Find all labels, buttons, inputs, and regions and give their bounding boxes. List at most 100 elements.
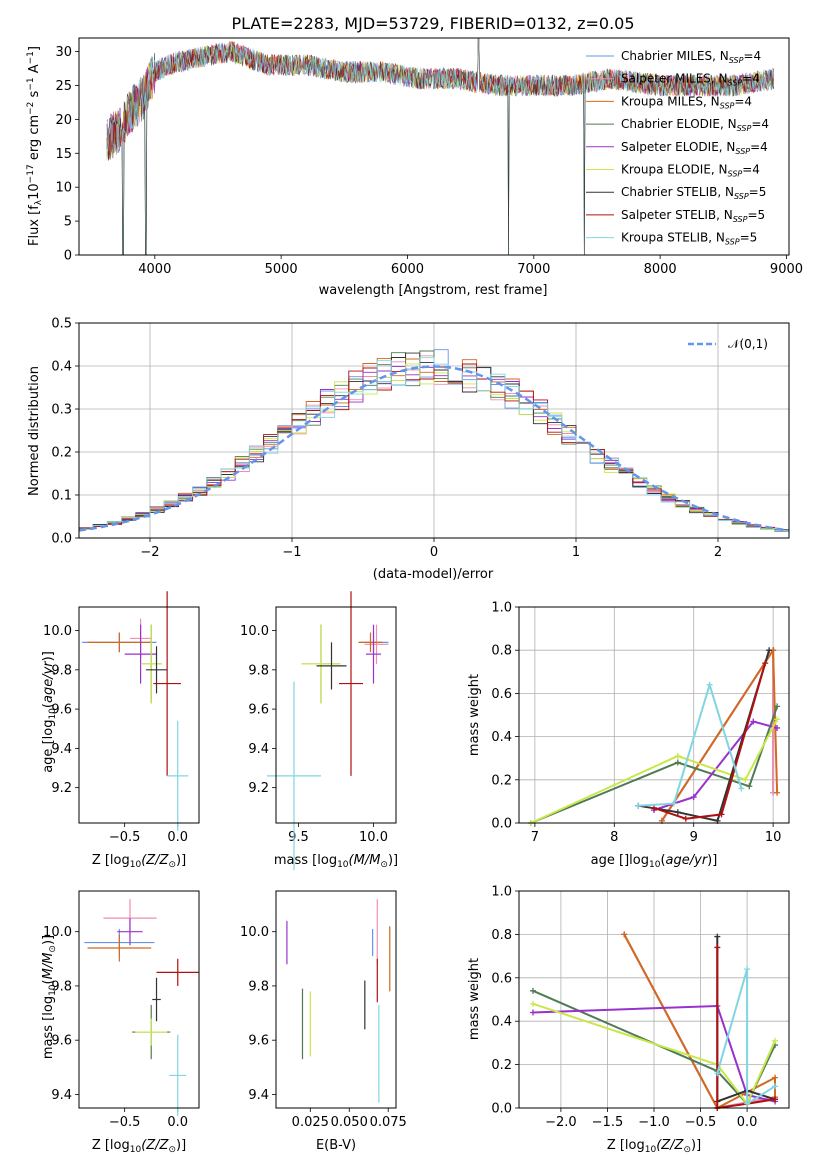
age-vs-z-ytick-label-0: 9.2 <box>51 781 72 796</box>
legend-label-0: Chabrier MILES, NSSP=4 <box>621 49 761 65</box>
residuals-xtick-label-4: 2 <box>714 545 722 560</box>
residuals-ytick-label-2: 0.2 <box>51 446 72 461</box>
weight-vs-z-panel: −2.0 −1.5 −1.0 −0.5 0.0 0.0 0.2 0.4 0.6 0.8 1.0 Z [… <box>491 885 790 1155</box>
spectrum-ytick-label-5: 25 <box>55 79 72 94</box>
legend-label-3: Chabrier ELODIE, NSSP=4 <box>621 117 769 133</box>
legend-label-6: Chabrier STELIB, NSSP=5 <box>621 185 766 201</box>
mass-vs-z-ytick-label-1: 9.6 <box>51 1034 72 1049</box>
residuals-ytick-label-0: 0.0 <box>51 532 72 547</box>
spectrum-ytick-label-6: 30 <box>55 45 72 60</box>
legend-label-1: Salpeter MILES, NSSP=4 <box>621 72 760 88</box>
weight-vs-age-series-6 <box>637 649 771 822</box>
mass-vs-z-frame <box>78 890 200 1109</box>
age-vs-z-point-5 <box>140 624 162 704</box>
age-vs-mass-ytick-label-3: 9.8 <box>248 663 269 678</box>
weight-vs-z-marker-2-0 <box>621 931 628 938</box>
mass-vs-ebv-ytick-label-0: 9.4 <box>248 1088 269 1103</box>
age-vs-mass-point-7 <box>339 591 363 776</box>
residuals-ytick-label-3: 0.3 <box>51 403 72 418</box>
legend-label-2: Kroupa MILES, NSSP=4 <box>621 94 752 110</box>
weight-vs-age-marker-8-2 <box>706 681 713 688</box>
age-vs-mass-frame <box>275 606 397 824</box>
weight-vs-age-marker-3-2 <box>746 783 753 790</box>
age-vs-z-point-6 <box>145 646 168 694</box>
weight-vs-z-xtick-label-4: 0.0 <box>737 1115 758 1130</box>
age-vs-z-frame <box>78 606 200 824</box>
residuals-ytick-label-1: 0.1 <box>51 489 72 504</box>
residuals-ylabel: Normed distribution <box>27 366 42 496</box>
mass-vs-ebv-ytick-label-3: 10.0 <box>240 925 269 940</box>
weight-vs-z-xlabel: Z [log10(Z/Z⊙)] <box>607 1138 701 1155</box>
mass-vs-ebv-xtick-label-2: 0.075 <box>370 1115 407 1130</box>
residuals-ytick-label-4: 0.4 <box>51 360 72 375</box>
age-vs-z-point-8 <box>167 720 189 831</box>
age-vs-z-xlabel: Z [log10(Z/Z⊙)] <box>92 853 186 870</box>
weight-vs-age-marker-7-3 <box>762 660 769 667</box>
mass-vs-z-point-2 <box>87 934 152 962</box>
legend-label-4: Salpeter ELODIE, NSSP=4 <box>621 140 768 156</box>
residuals-xtick-label-2: 0 <box>430 545 438 560</box>
weight-vs-age-ytick-label-2: 0.4 <box>491 730 512 745</box>
weight-vs-age-marker-2-2 <box>774 789 781 796</box>
mass-vs-z-xtick-label-0: −0.5 <box>109 1115 141 1130</box>
spectrum-xtick-label-2: 6000 <box>391 262 424 277</box>
mass-vs-z-point-6 <box>152 977 161 1022</box>
spectrum-xlabel: wavelength [Angstrom, rest frame] <box>319 283 548 298</box>
weight-vs-z-marker-5-3 <box>772 1037 779 1044</box>
weight-vs-age-marker-6-3 <box>766 647 773 654</box>
weight-vs-age-marker-5-1 <box>674 753 681 760</box>
weight-vs-age-panel: 7 8 9 10 0.0 0.2 0.4 0.6 0.8 1.0 age []log10(age/y… <box>491 601 790 870</box>
weight-vs-age-ytick-label-4: 0.8 <box>491 644 512 659</box>
age-vs-z-point-7 <box>153 591 181 776</box>
weight-vs-age-marker-7-0 <box>651 804 657 811</box>
weight-vs-age-marker-8-0 <box>635 802 642 809</box>
legend-label-5: Kroupa ELODIE, NSSP=4 <box>621 163 760 179</box>
weight-vs-age-xlabel: age []log10(age/yr)] <box>591 853 718 870</box>
legend-label-7: Salpeter STELIB, NSSP=5 <box>621 208 765 224</box>
weight-vs-z-frame <box>518 890 790 1109</box>
weight-vs-age-marker-7-1 <box>682 815 689 822</box>
age-vs-mass-point-6 <box>316 642 347 690</box>
spectrum-xtick-label-0: 4000 <box>138 262 171 277</box>
mass-vs-ebv-ytick-label-2: 9.8 <box>248 979 269 994</box>
weight-vs-age-marker-5-2 <box>742 776 749 783</box>
residuals-xtick-label-1: −1 <box>282 545 301 560</box>
mass-vs-z-panel: −0.5 0.0 9.4 9.6 9.8 10.0 Z [log10(Z/Z⊙)] <box>43 890 200 1155</box>
age-vs-mass-point-2 <box>358 632 383 653</box>
age-vs-mass-point-1 <box>364 624 389 664</box>
age-vs-mass-xtick-label-0: 9.5 <box>288 830 309 845</box>
spectrum-xtick-label-1: 5000 <box>265 262 298 277</box>
weight-vs-z-marker-3-0 <box>529 987 536 994</box>
age-vs-z-ytick-label-2: 9.6 <box>51 703 72 718</box>
mass-vs-z-point-8 <box>169 1034 187 1117</box>
age-vs-z-ytick-label-4: 10.0 <box>43 624 72 639</box>
weight-vs-age-marker-6-1 <box>674 809 681 816</box>
residuals-panel: −2 −1 0 1 2 0.0 0.1 0.2 0.3 0.4 0.5 𝒩(0,1) (data-m… <box>27 317 790 582</box>
age-vs-mass-xlabel: mass [log10(M/M⊙)] <box>274 853 398 870</box>
weight-vs-z-ytick-label-0: 0.0 <box>491 1102 512 1117</box>
weight-vs-age-marker-4-1 <box>690 794 697 801</box>
weight-vs-z-marker-5-0 <box>529 1000 536 1007</box>
weight-vs-z-marker-8-0 <box>714 1070 721 1077</box>
spectrum-ylabel: Flux [fλ10−17 erg cm−2 s−1 A−1] <box>26 46 44 246</box>
weight-vs-age-marker-4-2 <box>750 718 757 725</box>
residuals-legend: 𝒩(0,1) <box>688 337 768 351</box>
residual-histograms <box>79 349 789 534</box>
age-vs-mass-ytick-label-4: 10.0 <box>240 624 269 639</box>
weight-vs-age-marker-8-1 <box>670 800 677 807</box>
weight-vs-age-series-8 <box>638 681 743 807</box>
weight-vs-age-marker-3-1 <box>674 759 681 766</box>
weight-vs-age-frame <box>518 606 790 824</box>
age-vs-mass-point-8 <box>267 681 321 871</box>
mass-vs-z-ytick-label-0: 9.4 <box>51 1088 72 1103</box>
weight-vs-z-series-7 <box>716 947 776 1110</box>
weight-vs-z-marker-8-3 <box>772 1083 779 1090</box>
weight-vs-age-marker-3-3 <box>774 703 781 710</box>
mass-vs-z-point-4 <box>117 918 143 946</box>
weight-vs-age-marker-8-3 <box>738 785 745 792</box>
weight-vs-z-marker-4-0 <box>529 1009 536 1016</box>
spectrum-frame <box>78 37 790 256</box>
weight-vs-z-marker-7-0 <box>714 944 721 951</box>
age-vs-mass-panel: 9.5 10.0 9.2 9.4 9.6 9.8 10.0 mass [log10(M/M⊙)… <box>240 591 398 871</box>
